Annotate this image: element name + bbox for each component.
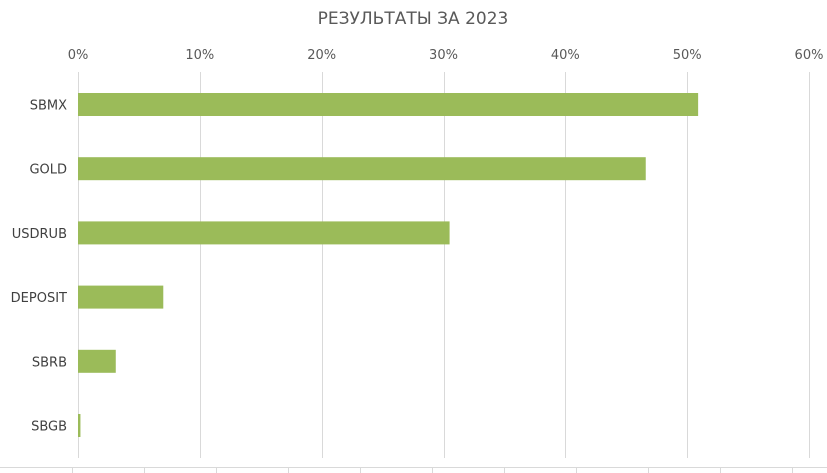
bar — [78, 221, 450, 245]
bar — [78, 349, 116, 373]
category-label: SBMX — [30, 99, 67, 114]
bars — [78, 93, 699, 437]
category-labels: SBMX GOLD USDRUB DEPOSIT SBRB SBGB — [11, 99, 67, 435]
category-label: SBRB — [32, 355, 67, 370]
gridlines — [78, 72, 810, 458]
chart-title: РЕЗУЛЬТАТЫ ЗА 2023 — [318, 9, 509, 29]
x-tick-label: 20% — [307, 48, 336, 63]
x-tick-label: 40% — [551, 48, 580, 63]
bar — [78, 285, 164, 309]
category-label: USDRUB — [12, 227, 67, 242]
x-tick-label: 50% — [673, 48, 702, 63]
x-axis-ticks: 0% 10% 20% 30% 40% 50% 60% — [68, 48, 824, 63]
bar — [78, 157, 646, 181]
x-tick-label: 60% — [795, 48, 824, 63]
x-tick-label: 0% — [68, 48, 89, 63]
bar — [78, 414, 81, 437]
category-label: GOLD — [29, 163, 67, 178]
category-label: SBGB — [31, 420, 67, 435]
bottom-axis — [0, 467, 827, 473]
x-tick-label: 10% — [185, 48, 214, 63]
bar — [78, 93, 699, 116]
x-tick-label: 30% — [429, 48, 458, 63]
category-label: DEPOSIT — [11, 291, 67, 306]
